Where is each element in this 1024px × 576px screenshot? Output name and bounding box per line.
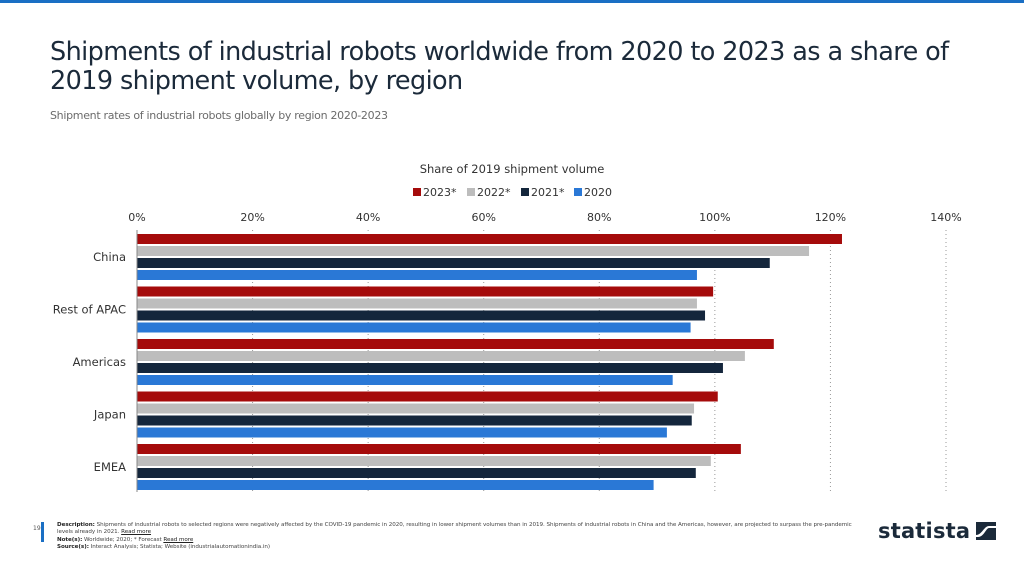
bar-japan-2020[interactable] [137,427,667,438]
legend-swatch-2021[interactable] [521,188,529,196]
description-text: Shipments of industrial robots to select… [57,522,852,536]
bar-emea-2021[interactable] [137,468,696,478]
bar-china-2023[interactable] [137,234,842,244]
sources-line: Source(s): Interact Analysis; Statista; … [57,544,857,551]
bar-china-2021[interactable] [137,258,770,268]
bar-emea-2020[interactable] [137,480,654,490]
page-subtitle: Shipment rates of industrial robots glob… [50,109,388,122]
footer-notes: Description: Shipments of industrial rob… [57,522,857,552]
bar-americas-2020[interactable] [137,375,673,385]
bar-rest-of-apac-2022[interactable] [137,298,697,309]
description-line: Description: Shipments of industrial rob… [57,522,857,537]
statista-logo-icon [976,522,997,540]
x-tick-label: 120% [815,211,846,224]
legend-swatch-2020[interactable] [574,188,582,196]
legend-label[interactable]: 2023* [423,186,457,199]
bar-japan-2021[interactable] [137,415,692,426]
legend: 2023* 2022* 2021* 2020 [413,186,612,199]
legend-swatch-2022[interactable] [467,188,475,196]
statista-logo[interactable]: statista [878,519,997,543]
y-category-label: China [93,250,126,264]
y-category-label: Japan [93,408,126,422]
x-tick-label: 140% [930,211,961,224]
footer-accent-bar [41,522,44,542]
bar-china-2020[interactable] [137,270,697,280]
notes-read-more-link[interactable]: Read more [163,536,194,543]
x-tick-label: 20% [240,211,264,224]
chart-title: Share of 2019 shipment volume [420,162,605,176]
bar-americas-2023[interactable] [137,339,774,349]
bar-rest-of-apac-2021[interactable] [137,310,706,321]
notes-line: Note(s): Worldwide; 2020; * Forecast Rea… [57,537,857,544]
bar-americas-2022[interactable] [137,351,745,361]
x-tick-label: 40% [356,211,380,224]
bar-americas-2021[interactable] [137,363,723,373]
notes-label: Note(s): [57,536,83,543]
page-title: Shipments of industrial robots worldwide… [50,37,949,96]
y-category-label: Americas [73,355,126,369]
page-number: 19 [33,525,41,532]
bar-emea-2023[interactable] [137,444,741,454]
y-category-label: EMEA [94,460,126,474]
x-tick-label: 60% [471,211,495,224]
bar-rest-of-apac-2023[interactable] [137,286,714,297]
legend-label[interactable]: 2021* [531,186,565,199]
legend-label[interactable]: 2022* [477,186,511,199]
description-read-more-link[interactable]: Read more [121,529,152,536]
bar-japan-2022[interactable] [137,403,695,414]
bars [137,234,842,490]
logo-text: statista [878,519,971,543]
x-tick-label: 0% [128,211,145,224]
sources-text: Interact Analysis; Statista; Website (in… [90,544,270,551]
bar-japan-2023[interactable] [137,391,718,402]
y-category-label: Rest of APAC [53,303,126,317]
x-axis-ticks: 0% 20% 40% 60% 80% 100% 120% 140% [128,211,961,224]
notes-text: Worldwide; 2020; * Forecast [84,536,162,543]
y-axis-labels: China Rest of APAC Americas Japan EMEA [53,250,126,474]
bar-rest-of-apac-2020[interactable] [137,322,691,333]
legend-swatch-2023[interactable] [413,188,421,196]
bar-china-2022[interactable] [137,246,810,256]
x-tick-label: 80% [587,211,611,224]
description-label: Description: [57,522,95,528]
sources-label: Source(s): [57,544,89,551]
x-tick-label: 100% [699,211,730,224]
bar-emea-2022[interactable] [137,456,711,466]
top-accent-bar [0,0,1024,3]
legend-label[interactable]: 2020 [584,186,612,199]
